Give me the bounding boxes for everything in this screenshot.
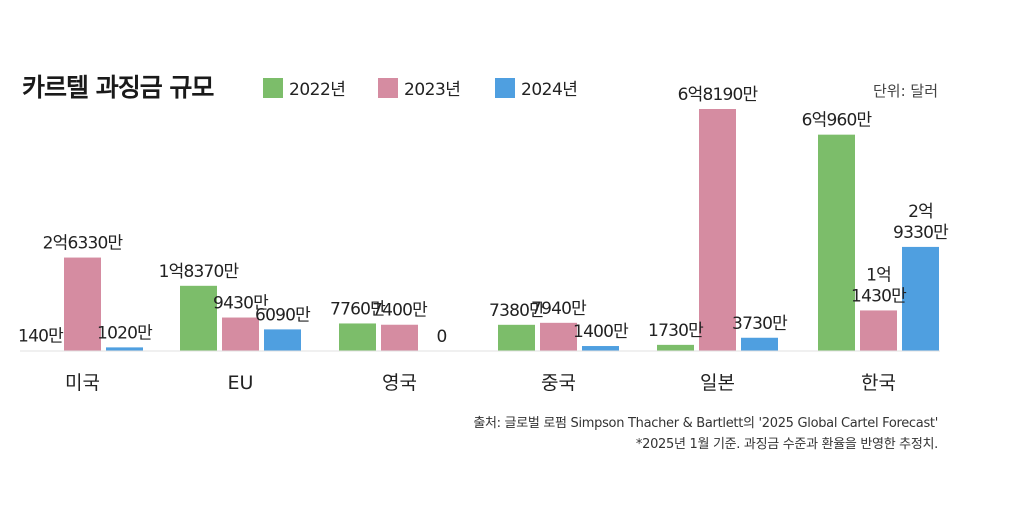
bar-3-1 [540,322,577,351]
value-label-5-1-1: 1430만 [851,286,907,306]
legend-label-2: 2024년 [521,80,577,100]
value-label-0-0: 140만 [18,327,64,347]
bar-4-0 [657,344,694,351]
bar-4-1 [699,109,736,351]
value-label-5-0: 6억960만 [802,111,873,131]
category-label-1: EU [228,372,254,394]
value-label-5-2-1: 9330만 [893,223,949,243]
value-label-2-1: 7400만 [372,301,428,321]
chart-title: 카르텔 과징금 규모 [22,73,214,102]
value-label-2-0: 7760만 [330,299,386,319]
bar-4-2 [741,337,778,351]
category-label-4: 일본 [700,372,735,394]
value-label-1-0: 1억8370만 [159,262,240,282]
bar-3-2 [582,346,619,351]
value-label-2-2: 0 [436,327,446,347]
legend-swatch-0 [263,78,283,98]
value-label-3-2: 1400만 [573,322,629,342]
unit-label: 단위: 달러 [873,82,938,100]
value-label-3-0: 7380만 [489,301,545,321]
value-label-5-1-0: 1억 [866,265,891,285]
bar-1-1 [222,317,259,351]
value-label-4-2: 3730만 [732,314,788,334]
bar-0-2 [106,347,143,351]
bar-5-2 [902,246,939,351]
value-label-1-1: 9430만 [213,294,269,314]
value-label-1-2: 6090만 [255,305,311,325]
category-label-0: 미국 [65,372,100,394]
source-text: 출처: 글로벌 로펌 Simpson Thacher & Bartlett의 '… [473,416,938,431]
footnote-text: *2025년 1월 기준. 과징금 수준과 환율을 반영한 추정치. [636,437,938,452]
value-label-0-1: 2억6330만 [43,234,124,254]
legend-label-1: 2023년 [404,80,460,100]
category-label-5: 한국 [861,372,896,394]
legend-swatch-1 [378,78,398,98]
category-label-3: 중국 [541,372,576,394]
bar-3-0 [498,324,535,351]
legend-label-0: 2022년 [289,80,345,100]
category-label-2: 영국 [382,372,417,394]
value-label-4-1: 6억8190만 [678,85,759,105]
bar-2-1 [381,324,418,351]
bar-1-0 [180,285,217,351]
bar-5-0 [818,134,855,351]
bar-5-1 [860,310,897,351]
bars [22,109,939,351]
legend: 2022년 2023년 2024년 [263,78,578,100]
legend-swatch-2 [495,78,515,98]
value-label-4-0: 1730만 [648,321,704,341]
value-label-3-1: 7940만 [531,299,587,319]
bar-0-1 [64,257,101,351]
bar-2-0 [339,323,376,351]
value-label-0-2: 1020만 [97,323,153,343]
category-labels: 미국 EU 영국 중국 일본 한국 [65,372,896,394]
value-label-5-2-0: 2억 [908,202,933,222]
bar-1-2 [264,329,301,351]
